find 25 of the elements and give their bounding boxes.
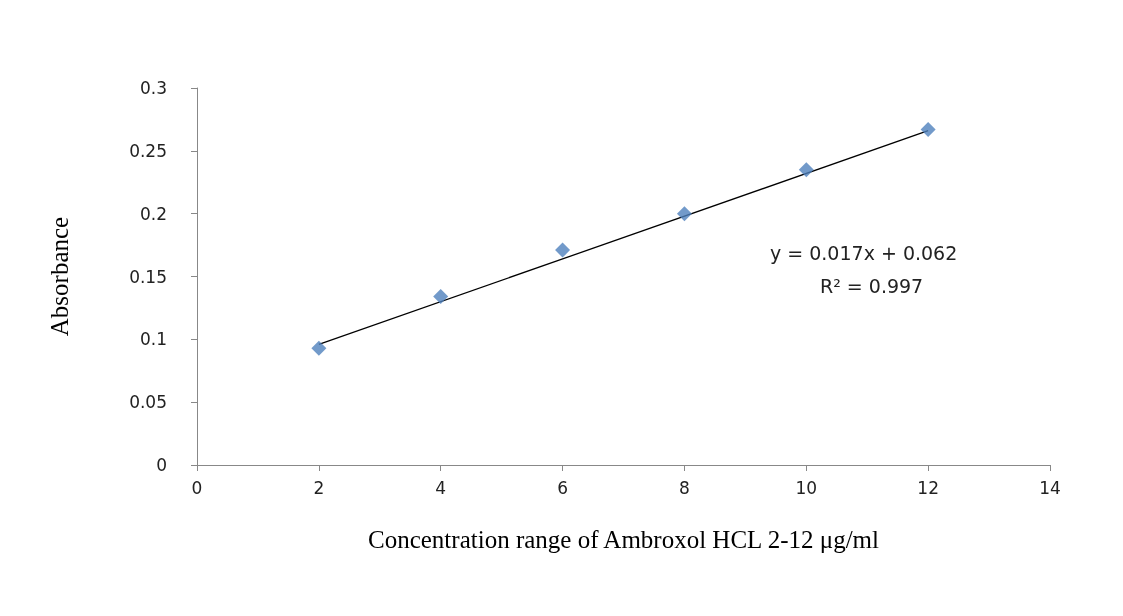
y-tick-label: 0.25 bbox=[129, 140, 167, 161]
y-tick-label: 0.05 bbox=[129, 392, 167, 413]
x-axis-title: Concentration range of Ambroxol HCL 2-12 μg/ml bbox=[368, 526, 880, 553]
annotation: y = 0.017x + 0.062 bbox=[770, 241, 958, 264]
point bbox=[920, 121, 936, 137]
point bbox=[798, 162, 814, 178]
x-tick-label: 4 bbox=[435, 477, 447, 498]
y-axis-title: Absorbance bbox=[46, 216, 73, 337]
point bbox=[676, 206, 692, 222]
x-tick-label: 8 bbox=[679, 477, 690, 498]
y-tick-label: 0.1 bbox=[139, 329, 167, 350]
y-tick-label: 0 bbox=[156, 455, 167, 475]
x-tick-label: 0 bbox=[191, 477, 203, 498]
x-tick-label: 12 bbox=[917, 477, 939, 498]
annotation: R² = 0.997 bbox=[820, 274, 924, 297]
x-tick-label: 14 bbox=[1039, 477, 1061, 498]
point bbox=[311, 340, 327, 356]
y-tick-label: 0.3 bbox=[139, 78, 167, 98]
y-tick-label: 0.15 bbox=[129, 266, 167, 287]
x-tick-label: 10 bbox=[795, 477, 818, 498]
x-tick-label: 6 bbox=[557, 477, 568, 498]
y-tick-label: 0.2 bbox=[139, 203, 167, 224]
point bbox=[433, 289, 449, 305]
x-tick-label: 2 bbox=[313, 477, 325, 498]
point bbox=[555, 242, 571, 258]
